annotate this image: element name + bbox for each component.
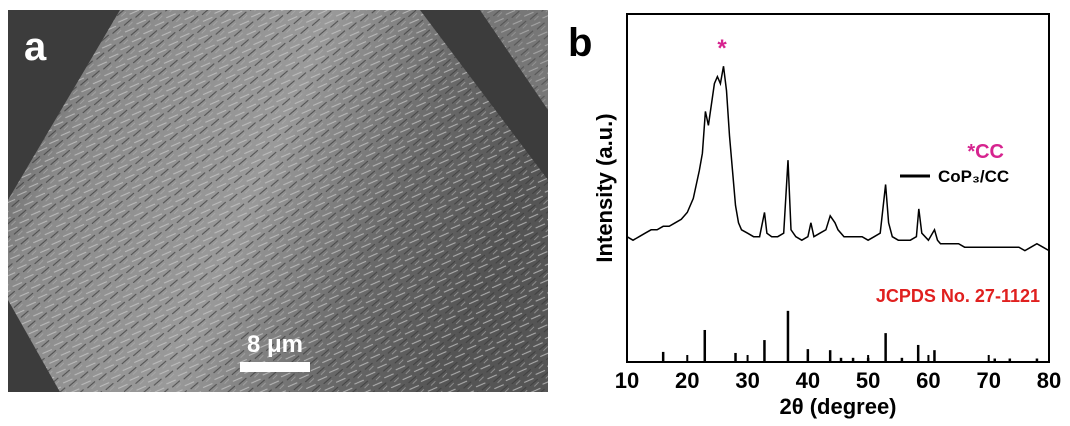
reference-label: JCPDS No. 27-1121 — [876, 286, 1040, 306]
x-tick-label: 50 — [856, 368, 880, 393]
sem-image — [8, 10, 548, 392]
annotation: *CC — [967, 141, 1004, 163]
x-tick-label: 10 — [615, 368, 639, 393]
panel-label: a — [24, 25, 47, 69]
x-tick-label: 40 — [796, 368, 820, 393]
legend-label: CoP₃/CC — [938, 167, 1009, 186]
annotation: * — [717, 35, 727, 62]
x-axis-label: 2θ (degree) — [779, 394, 896, 419]
x-tick-label: 30 — [735, 368, 759, 393]
data-line — [626, 66, 1050, 252]
panel-label: b — [568, 21, 592, 65]
scale-bar-label: 8 μm — [247, 331, 303, 358]
x-tick-label: 80 — [1037, 368, 1061, 393]
x-tick-label: 60 — [916, 368, 940, 393]
x-tick-label: 20 — [675, 368, 699, 393]
y-axis-label: Intensity (a.u.) — [592, 113, 617, 262]
x-tick-label: 70 — [976, 368, 1000, 393]
plot-frame — [626, 13, 1050, 363]
